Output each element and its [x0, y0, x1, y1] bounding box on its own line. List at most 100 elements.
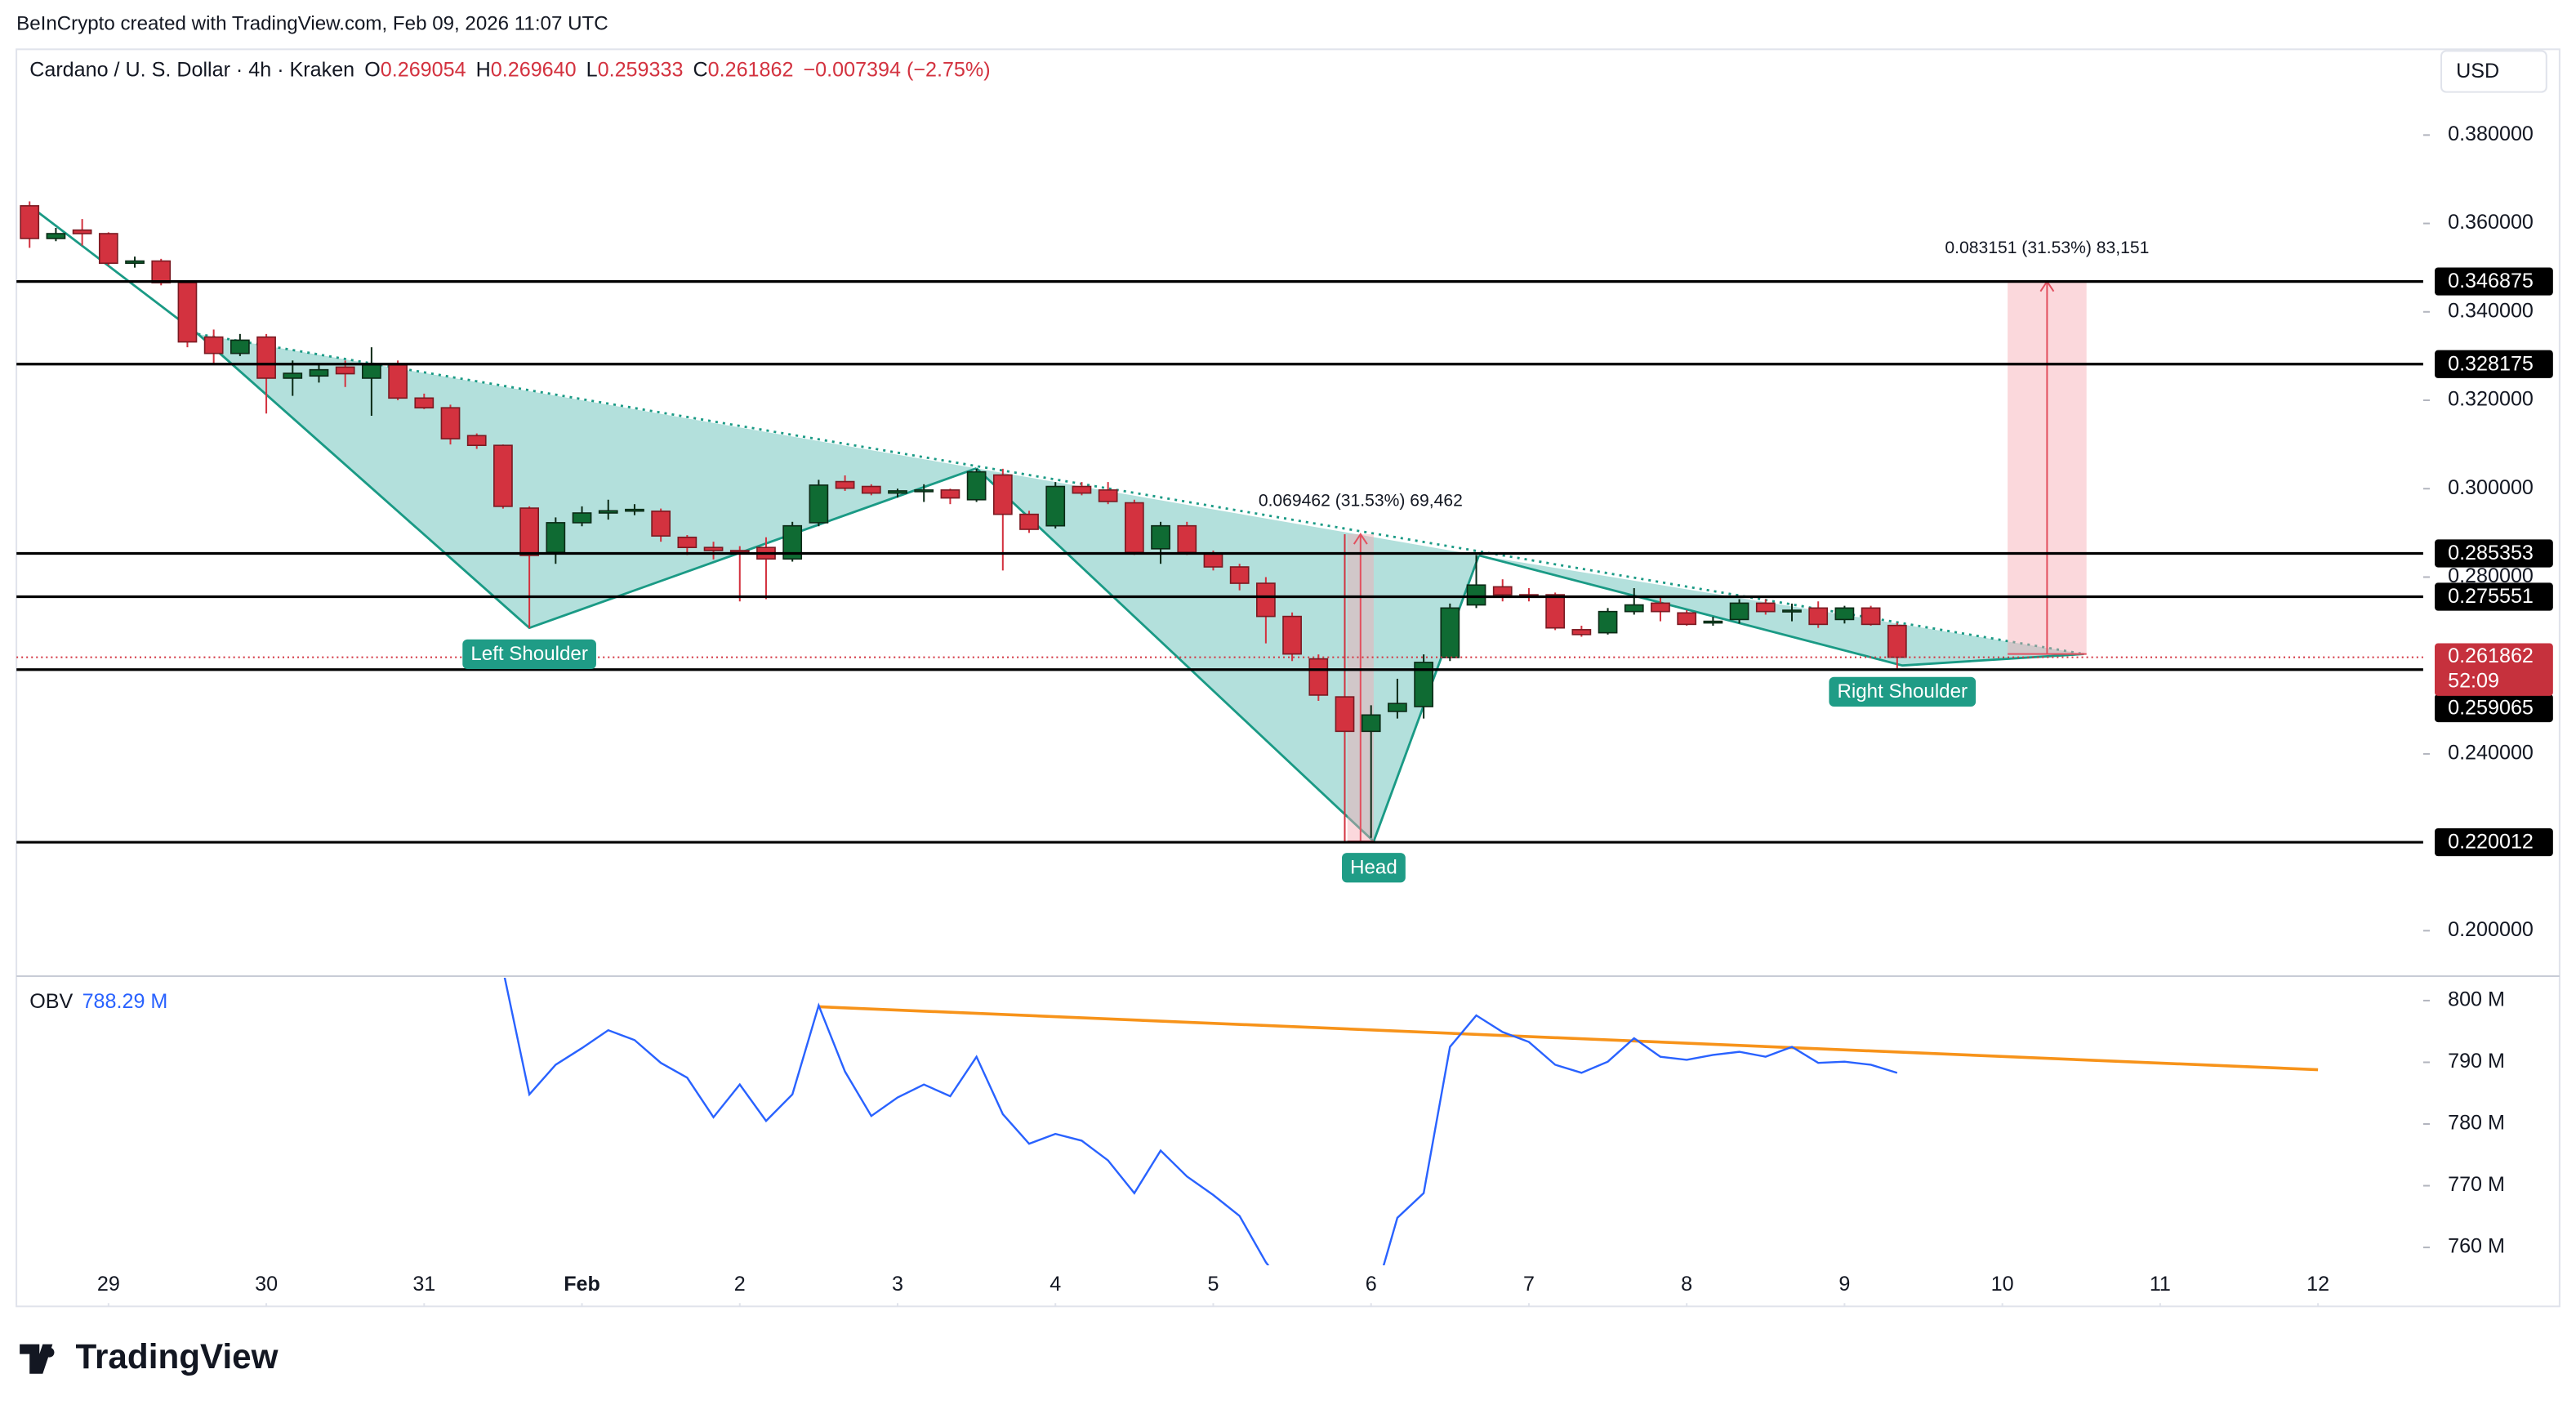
- candle-body: [703, 546, 724, 551]
- candle-body: [992, 474, 1013, 515]
- pattern-label-box: [1829, 676, 1977, 707]
- candle-body: [1151, 524, 1170, 550]
- candle-body: [1124, 502, 1144, 553]
- candle-body: [362, 364, 381, 379]
- candle-body: [809, 484, 829, 524]
- x-tick-label: 3: [892, 1273, 903, 1296]
- level-label: 0.346875: [2448, 270, 2534, 292]
- candle-body: [1256, 582, 1276, 618]
- x-tick-label: 30: [255, 1273, 278, 1296]
- candle-body: [1440, 607, 1460, 658]
- x-tick-label: 29: [97, 1273, 120, 1296]
- candle-body: [177, 282, 198, 343]
- candle-body: [309, 368, 329, 377]
- ohlc-key: C: [693, 58, 708, 81]
- y-tick-label: 0.300000: [2448, 476, 2534, 499]
- candle-body: [1335, 696, 1355, 733]
- candle-body: [98, 233, 118, 265]
- candle-body: [1414, 662, 1433, 707]
- candle-body: [888, 490, 907, 494]
- candle-body: [151, 260, 172, 283]
- x-tick-label: 11: [2150, 1273, 2171, 1296]
- candle-body: [1072, 485, 1092, 494]
- obv-pane: [503, 977, 2319, 1266]
- neckline: [198, 332, 2084, 656]
- candle-body: [1466, 584, 1486, 606]
- candle-body: [1229, 566, 1250, 584]
- trend-line: [29, 204, 199, 335]
- obv-current: 788.29 M: [82, 990, 168, 1013]
- x-tick-label: 12: [2306, 1273, 2329, 1296]
- candle-body: [782, 524, 803, 560]
- candle-body: [335, 366, 355, 375]
- candle-body: [572, 512, 592, 524]
- candle-body: [1308, 658, 1329, 696]
- candle-body: [230, 339, 250, 355]
- candle-body: [203, 336, 224, 355]
- candle-body: [1361, 714, 1381, 733]
- currency[interactable]: USD: [2456, 60, 2499, 83]
- candle-body: [72, 229, 92, 234]
- y-tick-label: 790 M: [2448, 1050, 2505, 1073]
- pattern-label: Left Shoulder: [470, 643, 588, 665]
- x-tick-label: 8: [1681, 1273, 1692, 1296]
- candle-body: [1861, 607, 1881, 626]
- candle-body: [966, 471, 987, 501]
- candle-body: [1651, 602, 1670, 613]
- candle-body: [283, 372, 303, 379]
- ohlc-value: 0.269640: [491, 58, 577, 81]
- y-tick-label: 0.340000: [2448, 299, 2534, 322]
- currency-button[interactable]: [2440, 50, 2547, 93]
- measure-label: 0.069462 (31.53%) 69,462: [1259, 491, 1463, 510]
- pattern-fill: [1478, 555, 2084, 666]
- candle-body: [466, 435, 487, 447]
- level-box: [2435, 582, 2553, 611]
- x-tick-label: Feb: [564, 1273, 600, 1296]
- candle-body: [1598, 610, 1618, 634]
- candle-body: [625, 508, 644, 512]
- candle-body: [1019, 513, 1039, 530]
- candle-body: [1098, 489, 1118, 502]
- level-box: [2435, 539, 2553, 568]
- candle-body: [729, 550, 750, 553]
- candle-body: [1834, 607, 1855, 621]
- measure-label: 0.083151 (31.53%) 83,151: [1945, 239, 2149, 257]
- change: −0.007394 (−2.75%): [804, 58, 991, 81]
- candle-body: [414, 397, 435, 409]
- candle-body: [1677, 612, 1697, 626]
- level-box: [2435, 694, 2553, 723]
- level-box: [2435, 350, 2553, 378]
- obv-title: OBV: [29, 990, 73, 1013]
- candle-body: [1282, 615, 1302, 655]
- x-tick-label: 2: [734, 1273, 746, 1296]
- x-tick-label: 10: [1991, 1273, 2014, 1296]
- brand: TradingView: [76, 1337, 279, 1376]
- candle-body: [1045, 485, 1066, 527]
- symbol: Cardano / U. S. Dollar · 4h · Kraken: [29, 58, 354, 81]
- x-tick-label: 5: [1207, 1273, 1219, 1296]
- last-price-box: [2435, 643, 2553, 696]
- candle-body: [20, 205, 40, 239]
- candle-body: [1782, 609, 1802, 613]
- y-tick-label: 0.200000: [2448, 918, 2534, 941]
- pattern-label-box: [1342, 853, 1406, 883]
- ohlc-key: H: [476, 58, 491, 81]
- candle-body: [1887, 624, 1907, 658]
- candle-body: [861, 485, 881, 494]
- obv-line: [503, 977, 1898, 1266]
- candle-body: [1729, 602, 1749, 621]
- candle-body: [598, 510, 618, 514]
- ohlc-value: 0.261862: [708, 58, 794, 81]
- pattern-fill: [976, 468, 1479, 842]
- candle-body: [1624, 604, 1644, 613]
- x-tick-label: 6: [1366, 1273, 1377, 1296]
- level-label: 0.259065: [2448, 697, 2534, 720]
- candle-body: [493, 444, 513, 507]
- level-label: 0.328175: [2448, 352, 2534, 375]
- candle-body: [1545, 594, 1566, 629]
- axes: 29 30 31 Feb 2 3 4 5 6 7 8 9 10 11 12 0.380000 0.360000 0…: [97, 123, 2553, 1307]
- frame: [16, 48, 2560, 1308]
- y-tick-label: 0.320000: [2448, 388, 2534, 411]
